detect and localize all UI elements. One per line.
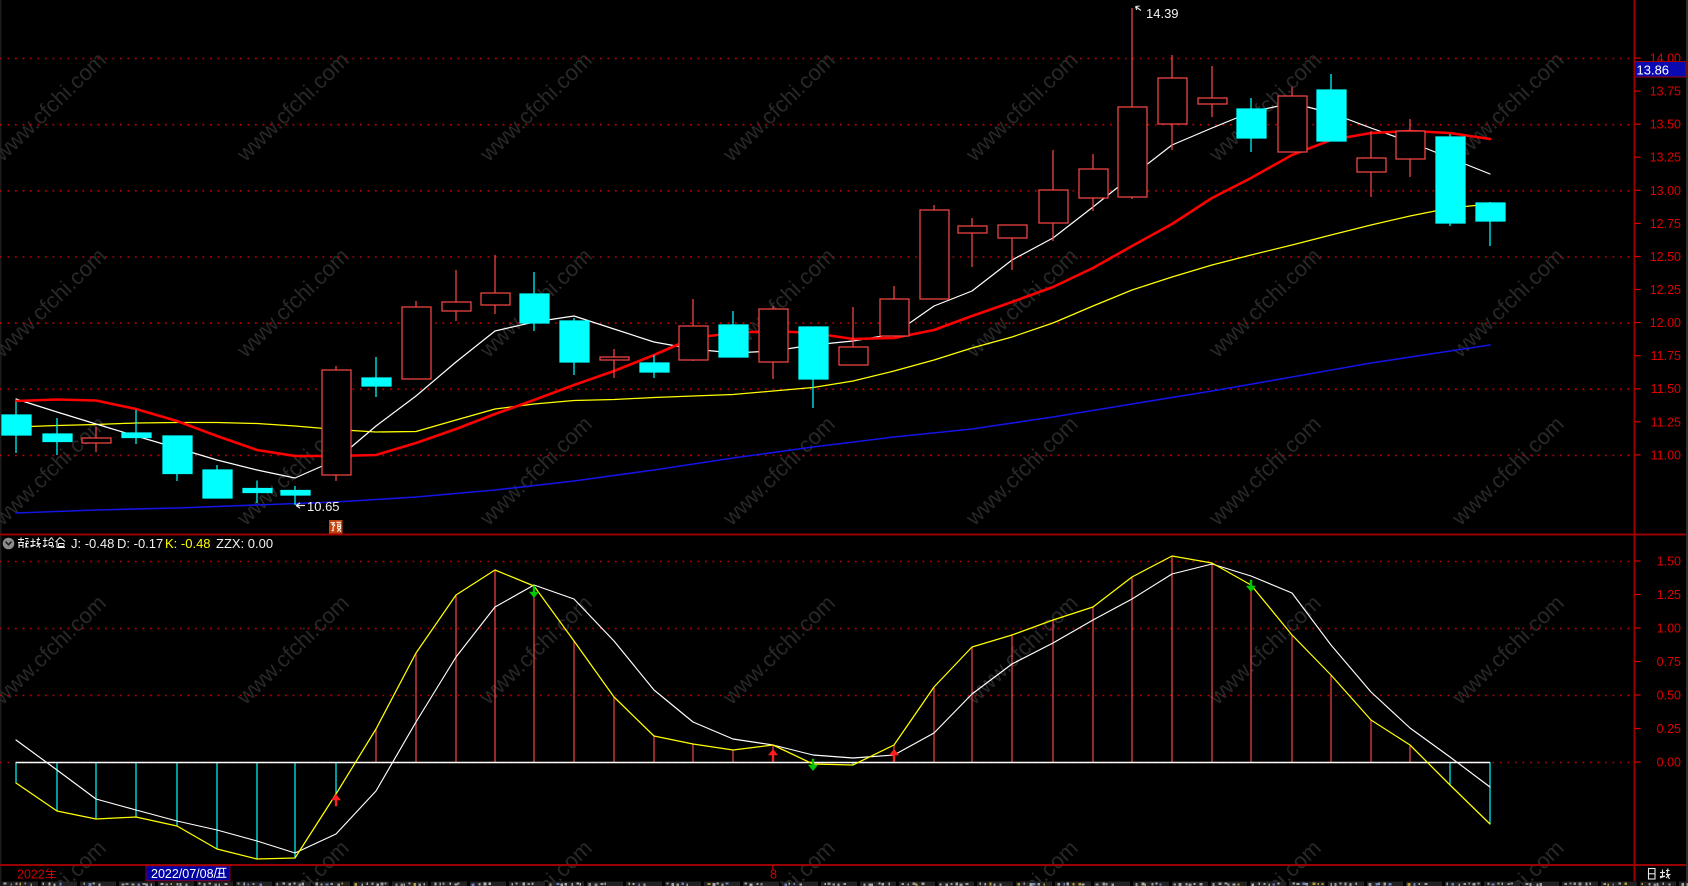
svg-text:13.86: 13.86: [1637, 63, 1670, 78]
svg-text:11.00: 11.00: [1651, 448, 1681, 462]
svg-text:10.65: 10.65: [307, 499, 340, 514]
svg-text:2022: 2022: [17, 868, 45, 882]
svg-text:11.25: 11.25: [1651, 415, 1681, 429]
svg-text:12.50: 12.50: [1650, 250, 1681, 264]
svg-text:D: -0.17: D: -0.17: [117, 536, 163, 551]
svg-text:0.75: 0.75: [1657, 655, 1681, 669]
svg-text:13.00: 13.00: [1650, 184, 1681, 198]
svg-text:12.75: 12.75: [1650, 217, 1681, 231]
svg-text:11.75: 11.75: [1651, 349, 1681, 363]
svg-text:12.25: 12.25: [1650, 283, 1681, 297]
svg-text:K: -0.48: K: -0.48: [165, 536, 211, 551]
svg-text:0.25: 0.25: [1657, 722, 1681, 736]
svg-text:0.00: 0.00: [1657, 756, 1681, 770]
svg-text:1.50: 1.50: [1657, 555, 1681, 569]
svg-text:13.75: 13.75: [1650, 85, 1681, 99]
svg-text:ZZX: 0.00: ZZX: 0.00: [216, 536, 273, 551]
svg-text:13.50: 13.50: [1650, 118, 1681, 132]
svg-text:0.50: 0.50: [1657, 689, 1681, 703]
svg-text:1.25: 1.25: [1657, 588, 1681, 602]
svg-text:11.50: 11.50: [1651, 382, 1681, 396]
svg-text:12.00: 12.00: [1650, 316, 1681, 330]
svg-text:8: 8: [770, 868, 777, 882]
svg-text:2022/07/08/: 2022/07/08/: [151, 867, 218, 881]
svg-text:14.39: 14.39: [1146, 6, 1179, 21]
svg-text:1.00: 1.00: [1657, 622, 1681, 636]
svg-text:J: -0.48: J: -0.48: [71, 536, 114, 551]
svg-text:13.25: 13.25: [1650, 151, 1681, 165]
